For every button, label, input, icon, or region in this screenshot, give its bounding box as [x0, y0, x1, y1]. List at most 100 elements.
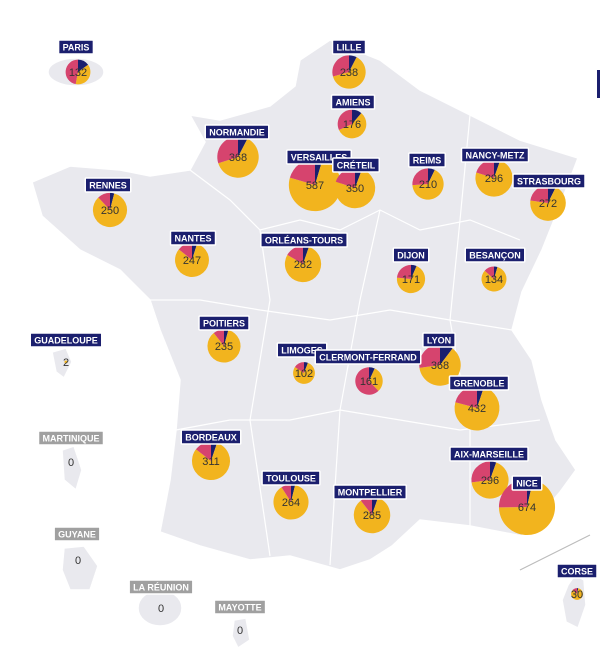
academy-label: CLERMONT-FERRAND: [319, 352, 417, 362]
value-label: 102: [295, 368, 313, 380]
value-label: 235: [215, 341, 233, 353]
value-label: 350: [346, 183, 364, 195]
value-label: 132: [69, 67, 87, 79]
academy-label: POITIERS: [203, 318, 245, 328]
pie-slice: [337, 109, 352, 130]
academy-label: PARIS: [63, 42, 90, 52]
academy-label: STRASBOURG: [517, 176, 581, 186]
pie-slice: [315, 158, 323, 185]
pie-slice: [471, 461, 490, 483]
pie-slice: [273, 484, 309, 520]
pie-slice: [481, 266, 507, 292]
pie-slice: [207, 330, 241, 363]
academy-tag: [331, 39, 367, 55]
pie-slice: [412, 169, 444, 200]
value-label: 432: [468, 403, 486, 415]
value-label: 210: [419, 179, 437, 191]
border: [189, 169, 521, 241]
value-label: 238: [340, 67, 358, 79]
pie-slice: [440, 344, 453, 365]
pie-slice: [78, 59, 89, 72]
pie-slice: [98, 192, 110, 210]
separator: [519, 534, 591, 571]
academy-label: RENNES: [89, 180, 127, 190]
pie-slice: [412, 168, 428, 186]
mayotte: [231, 617, 251, 650]
academy-tag: [180, 429, 242, 445]
academy-label: REIMS: [413, 155, 442, 165]
pie-slice: [571, 588, 583, 600]
pie-slice: [477, 385, 485, 408]
academy-label: NICE: [516, 478, 538, 488]
pie-slice: [484, 266, 494, 279]
pie-slice: [572, 588, 577, 594]
value-label: 0: [237, 625, 243, 637]
pie-slice: [530, 187, 566, 221]
academy-tag: [37, 430, 105, 446]
academy-label: BORDEAUX: [185, 432, 237, 442]
pie-slice: [192, 243, 198, 260]
pie-slice: [353, 497, 391, 534]
pie-slice: [494, 266, 498, 279]
pie-slice: [213, 329, 224, 346]
pie-slice: [175, 243, 209, 277]
pie-slice: [65, 59, 78, 85]
pie-slice: [369, 368, 383, 391]
value-label: 311: [202, 456, 220, 468]
value-label: 161: [360, 376, 378, 388]
academy-label: MARTINIQUE: [43, 433, 100, 443]
pie-slice: [288, 159, 342, 212]
academy-tag: [84, 177, 132, 193]
guyane: [61, 545, 99, 591]
pie-slice: [577, 588, 579, 594]
academy-label: GRENOBLE: [453, 378, 504, 388]
academy-label: GUADELOUPE: [34, 335, 98, 345]
academy-label: LYON: [427, 335, 451, 345]
edge-bar: [597, 70, 600, 98]
value-label: 674: [518, 502, 536, 514]
pie-slice: [471, 462, 509, 499]
academy-tag: [331, 157, 381, 173]
academy-tag: [392, 247, 430, 263]
value-label: 250: [101, 205, 119, 217]
academy-tag: [53, 526, 101, 542]
academy-tag: [169, 230, 217, 246]
pie-slice: [75, 64, 91, 85]
academy-tag: [261, 470, 321, 486]
value-label: 282: [294, 259, 312, 271]
academy-label: AMIENS: [335, 97, 370, 107]
pie-slice: [548, 185, 556, 203]
pie-slice: [332, 57, 366, 89]
pie-slice: [476, 159, 494, 178]
pie-slice: [428, 168, 435, 184]
pie-slice: [334, 169, 376, 209]
pie-slice: [224, 329, 229, 346]
pie-slice: [396, 266, 426, 294]
value-label: 272: [539, 198, 557, 210]
academy-label: DIJON: [397, 250, 425, 260]
academy-label: NANTES: [174, 233, 211, 243]
academy-tag: [449, 446, 529, 462]
pie-slice: [396, 264, 411, 279]
academy-label: TOULOUSE: [266, 473, 316, 483]
pie-slice: [455, 385, 477, 408]
pie-slice: [332, 55, 349, 77]
pie-slice: [419, 344, 440, 368]
pie-slice: [349, 55, 357, 72]
pie-slice: [303, 245, 309, 264]
academy-tag: [460, 147, 530, 163]
academy-tag: [204, 124, 270, 140]
academy-tag: [29, 332, 103, 348]
value-label: 176: [343, 119, 361, 131]
value-label: 0: [158, 603, 164, 615]
academy-label: CRÉTEIL: [337, 160, 376, 170]
value-label: 134: [485, 274, 503, 286]
value-label: 247: [183, 255, 201, 267]
pie-slice: [304, 362, 308, 373]
pie-slice: [195, 441, 211, 461]
pie-slice: [352, 109, 362, 124]
academy-label: LIMOGES: [281, 345, 323, 355]
academy-label: CORSE: [561, 566, 593, 576]
academy-tag: [330, 94, 376, 110]
pie-slice: [355, 167, 363, 188]
